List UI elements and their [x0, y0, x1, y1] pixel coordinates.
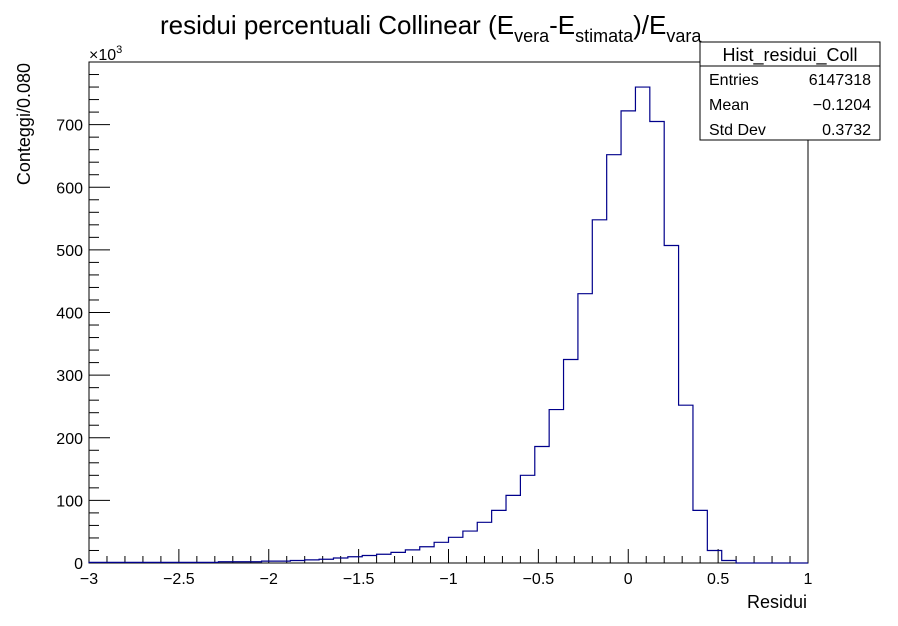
x-tick-label: −2.5 — [163, 571, 195, 588]
histogram-line — [88, 86, 808, 564]
x-tick-label: −0.5 — [523, 571, 555, 588]
y-multiplier-exp: 3 — [116, 44, 122, 56]
y-tick-label: 100 — [56, 493, 83, 510]
y-tick-label: 0 — [74, 556, 83, 573]
stats-entries-label: Entries — [709, 72, 759, 89]
x-tick-label: −1 — [439, 571, 457, 588]
x-tick-label: 0.5 — [707, 571, 729, 588]
title-sub-vara: vara — [666, 26, 702, 46]
x-tick-label: −1.5 — [343, 571, 375, 588]
x-tick-label: −3 — [80, 571, 98, 588]
title-mid: -E — [549, 10, 575, 40]
stats-mean-value: −0.1204 — [813, 97, 871, 114]
y-multiplier-base: ×10 — [89, 47, 116, 64]
title-main: residui percentuali Collinear (E — [160, 10, 514, 40]
x-tick-label: −2 — [260, 571, 278, 588]
chart-title: residui percentuali Collinear (Evera-Est… — [160, 10, 702, 46]
stats-stddev-value: 0.3732 — [822, 122, 871, 139]
x-tick-label: 1 — [804, 571, 813, 588]
y-tick-label: 500 — [56, 243, 83, 260]
stats-mean-label: Mean — [709, 97, 749, 114]
title-sub-stimata: stimata — [575, 26, 634, 46]
y-axis-label: Conteggi/0.080 — [14, 63, 34, 185]
x-tick-label: 0 — [624, 571, 633, 588]
y-tick-label: 300 — [56, 368, 83, 385]
stats-stddev-label: Std Dev — [709, 122, 766, 139]
stats-entries-value: 6147318 — [809, 72, 871, 89]
axis-tick-labels: −3 −2.5 −2 −1.5 −1 −0.5 0 0.5 1 0 100 200 300 400 500 6… — [56, 118, 812, 588]
stats-box-frame — [699, 41, 881, 141]
title-sub-vera: vera — [514, 26, 550, 46]
stats-box-title: Hist_residui_Coll — [722, 45, 857, 66]
x-axis-label: Residui — [747, 592, 807, 612]
y-tick-label: 600 — [56, 180, 83, 197]
y-tick-label: 400 — [56, 306, 83, 323]
title-end: )/E — [633, 10, 666, 40]
y-tick-label: 200 — [56, 431, 83, 448]
y-multiplier: ×103 — [89, 44, 122, 64]
y-tick-label: 700 — [56, 118, 83, 135]
stats-box: Hist_residui_Coll Entries 6147318 Mean −… — [699, 41, 881, 141]
